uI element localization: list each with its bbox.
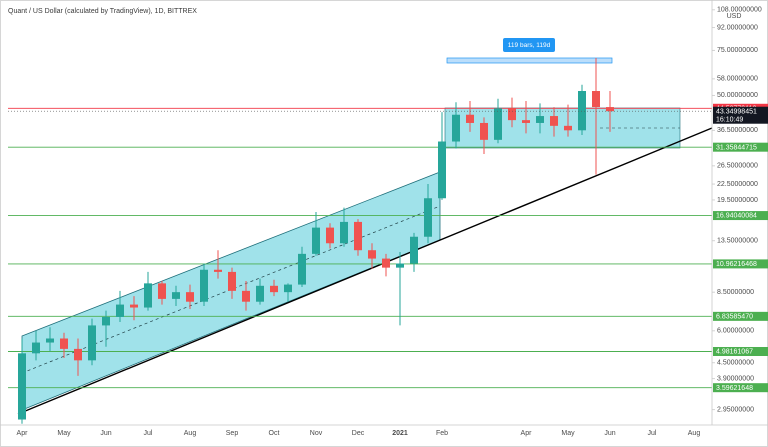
candle-body bbox=[60, 338, 68, 349]
candle-body bbox=[340, 221, 348, 244]
y-tick-label: 26.50000000 bbox=[717, 163, 758, 170]
candle-body bbox=[312, 227, 320, 254]
level-label: 6.83585470 bbox=[716, 313, 753, 320]
y-tick-label: 58.00000000 bbox=[717, 76, 758, 83]
candle-body bbox=[116, 304, 124, 317]
level-label-box bbox=[713, 259, 768, 269]
y-tick-label: 4.50000000 bbox=[717, 360, 754, 367]
y-tick-label: 92.00000000 bbox=[717, 24, 758, 31]
x-tick-label: Jun bbox=[100, 430, 111, 437]
candle-body bbox=[242, 290, 250, 302]
x-tick-label: Aug bbox=[688, 430, 701, 437]
candle-body bbox=[536, 116, 544, 123]
y-tick-label: 13.50000000 bbox=[717, 238, 758, 245]
candle-body bbox=[480, 122, 488, 140]
last-price-box bbox=[713, 106, 768, 124]
level-label: 4.98161067 bbox=[716, 349, 753, 356]
candle-body bbox=[410, 236, 418, 264]
level-label: 31.35844715 bbox=[716, 144, 757, 151]
x-tick-label: Aug bbox=[184, 430, 197, 437]
countdown-label: 16:10:49 bbox=[716, 116, 743, 123]
candle-body bbox=[158, 283, 166, 299]
candle-body bbox=[354, 221, 362, 251]
x-tick-label: 2021 bbox=[392, 430, 408, 437]
candle-body bbox=[88, 325, 96, 361]
x-tick-label: Jun bbox=[604, 430, 615, 437]
candle-body bbox=[144, 283, 152, 308]
candle-body bbox=[522, 120, 530, 123]
level-label: 10.96216468 bbox=[716, 261, 757, 268]
candle-body bbox=[74, 348, 82, 361]
x-tick-label: Feb bbox=[436, 430, 448, 437]
candle-body bbox=[606, 107, 614, 112]
x-tick-label: Jul bbox=[648, 430, 657, 437]
x-tick-label: Apr bbox=[521, 430, 533, 437]
candle-body bbox=[494, 108, 502, 140]
candle-body bbox=[214, 269, 222, 272]
candle-body bbox=[368, 250, 376, 259]
x-tick-label: Dec bbox=[352, 430, 365, 437]
candle-body bbox=[396, 263, 404, 268]
level-label: 3.59621648 bbox=[716, 385, 753, 392]
candle-body bbox=[284, 284, 292, 293]
candle-body bbox=[186, 292, 194, 302]
candle-body bbox=[452, 114, 460, 142]
measure-range bbox=[446, 57, 613, 64]
candle-body bbox=[424, 198, 432, 237]
candle-body bbox=[508, 108, 516, 121]
candle-body bbox=[564, 125, 572, 131]
candle-body bbox=[578, 91, 586, 131]
y-tick-label: 3.90000000 bbox=[717, 376, 754, 383]
candle-body bbox=[18, 353, 26, 420]
y-tick-label: 75.00000000 bbox=[717, 47, 758, 54]
last-price-label: 43.34998451 bbox=[716, 108, 757, 115]
candle-body bbox=[592, 91, 600, 108]
x-tick-label: Apr bbox=[17, 430, 29, 437]
chart-title: Quant / US Dollar (calculated by Trading… bbox=[8, 8, 197, 15]
y-tick-label: 22.50000000 bbox=[717, 181, 758, 188]
x-tick-label: May bbox=[57, 430, 71, 437]
level-label-box bbox=[713, 311, 768, 321]
candle-body bbox=[32, 342, 40, 354]
x-tick-label: Jul bbox=[144, 430, 153, 437]
candle-body bbox=[466, 114, 474, 123]
level-label-box bbox=[713, 142, 768, 152]
candle-body bbox=[256, 285, 264, 302]
x-tick-label: Oct bbox=[269, 430, 280, 437]
candle-body bbox=[270, 285, 278, 293]
trend-line bbox=[17, 127, 713, 415]
x-tick-label: Sep bbox=[226, 430, 239, 437]
y-tick-label: 19.50000000 bbox=[717, 197, 758, 204]
measure-label: 119 bars, 119d bbox=[508, 42, 551, 49]
candle-body bbox=[46, 338, 54, 343]
candle-body bbox=[382, 258, 390, 268]
y-tick-label: 6.00000000 bbox=[717, 328, 754, 335]
candle-body bbox=[438, 141, 446, 199]
y-tick-label: 36.50000000 bbox=[717, 127, 758, 134]
candle-body bbox=[550, 116, 558, 126]
candle-body bbox=[326, 227, 334, 244]
y-tick-label: 50.00000000 bbox=[717, 92, 758, 99]
level-label-box bbox=[713, 346, 768, 356]
level-label: 16.94040084 bbox=[716, 213, 757, 220]
level-label-box bbox=[713, 211, 768, 221]
y-tick-label: 8.50000000 bbox=[717, 289, 754, 296]
y-tick-label: 108.00000000 bbox=[717, 7, 762, 14]
candle-body bbox=[298, 253, 306, 285]
measure-label-box bbox=[503, 38, 555, 52]
candle-body bbox=[130, 304, 138, 308]
candle-body bbox=[102, 316, 110, 326]
x-tick-label: Nov bbox=[310, 430, 323, 437]
level-label-box bbox=[713, 383, 768, 393]
plot-area: 119 bars, 119d bbox=[8, 38, 713, 424]
candle-body bbox=[200, 269, 208, 302]
candle-body bbox=[172, 292, 180, 299]
y-unit: USD bbox=[727, 13, 742, 20]
x-tick-label: May bbox=[561, 430, 575, 437]
y-tick-label: 2.95000000 bbox=[717, 407, 754, 414]
candle-body bbox=[228, 271, 236, 291]
